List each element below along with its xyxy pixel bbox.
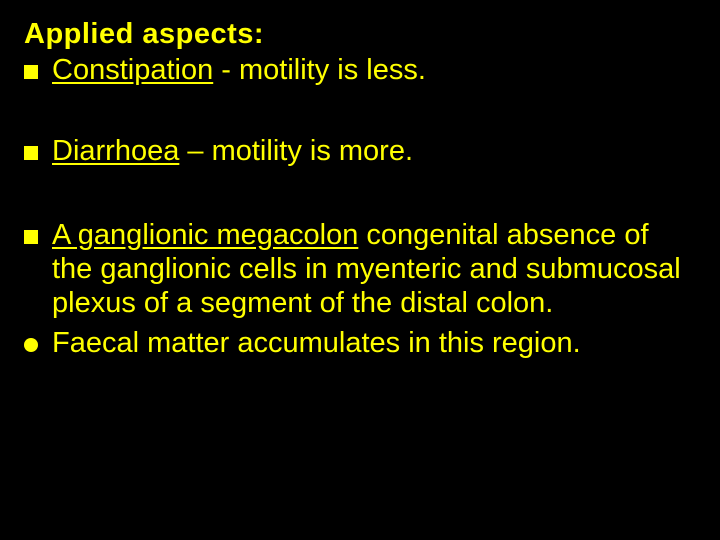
square-bullet-icon [24,146,38,160]
bullet-text: Faecal matter accumulates in this region… [52,326,696,360]
bullet-lead: Constipation [52,54,213,86]
bullet-text: Constipation - motility is less. [52,53,696,87]
bullet-item-faecal: Faecal matter accumulates in this region… [24,326,696,360]
bullet-item-megacolon: A ganglionic megacolon congenital absenc… [24,218,696,321]
bullet-text: A ganglionic megacolon congenital absenc… [52,218,696,321]
bullet-rest: – motility is more. [179,135,413,167]
slide-heading: Applied aspects: [24,18,696,51]
bullet-text: Diarrhoea – motility is more. [52,134,696,168]
round-bullet-icon [24,338,38,352]
spacer [24,168,696,218]
bullet-item-constipation: Constipation - motility is less. [24,53,696,87]
bullet-lead: Diarrhoea [52,135,179,167]
spacer [24,88,696,134]
bullet-rest: - motility is less. [213,54,426,86]
square-bullet-icon [24,65,38,79]
slide: Applied aspects: Constipation - motility… [0,0,720,540]
bullet-item-diarrhoea: Diarrhoea – motility is more. [24,134,696,168]
bullet-lead: A ganglionic megacolon [52,219,358,251]
square-bullet-icon [24,230,38,244]
bullet-rest: Faecal matter accumulates in this region… [52,327,581,359]
